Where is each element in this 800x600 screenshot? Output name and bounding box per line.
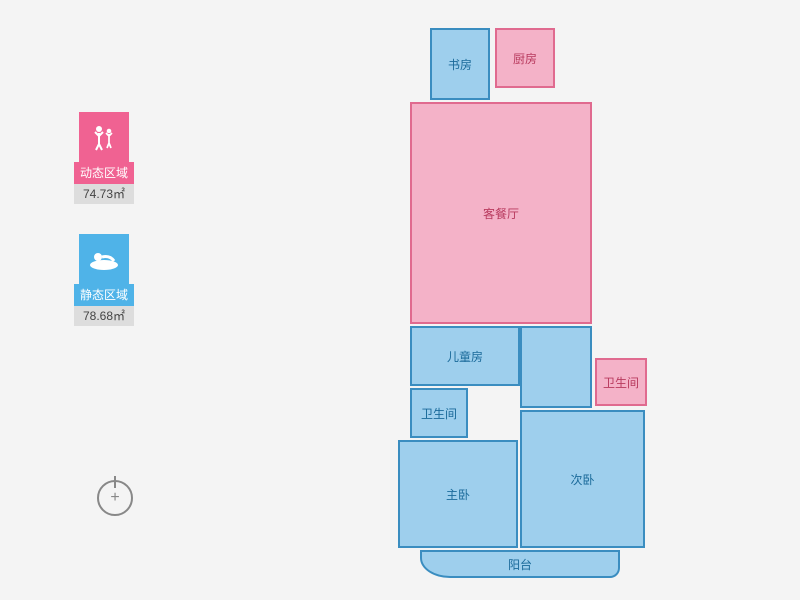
legend-dynamic: 动态区域 74.73㎡ xyxy=(74,112,134,204)
floorplan: 书房厨房客餐厅儿童房卫生间卫生间主卧次卧阳台 xyxy=(380,28,680,583)
room-bath2: 卫生间 xyxy=(595,358,647,406)
room-label-bath2: 卫生间 xyxy=(603,374,639,391)
room-kids: 儿童房 xyxy=(410,326,520,386)
room-label-second: 次卧 xyxy=(570,471,594,488)
room-label-living: 客餐厅 xyxy=(483,205,519,222)
room-label-kids: 儿童房 xyxy=(447,348,483,365)
legend-static: 静态区域 78.68㎡ xyxy=(74,234,134,326)
room-corridor xyxy=(520,326,592,408)
rest-icon xyxy=(79,234,129,284)
room-label-kitchen: 厨房 xyxy=(513,50,537,67)
room-kitchen: 厨房 xyxy=(495,28,555,88)
room-master: 主卧 xyxy=(398,440,518,548)
legend-static-value: 78.68㎡ xyxy=(74,306,134,326)
legend: 动态区域 74.73㎡ 静态区域 78.68㎡ xyxy=(74,112,134,356)
room-label-study: 书房 xyxy=(448,56,472,73)
room-label-master: 主卧 xyxy=(446,486,470,503)
room-second: 次卧 xyxy=(520,410,645,548)
compass-icon xyxy=(97,480,133,516)
room-label-bath1: 卫生间 xyxy=(421,405,457,422)
legend-dynamic-value: 74.73㎡ xyxy=(74,184,134,204)
room-label-balcony: 阳台 xyxy=(508,556,532,573)
room-bath1: 卫生间 xyxy=(410,388,468,438)
people-icon xyxy=(79,112,129,162)
room-study: 书房 xyxy=(430,28,490,100)
legend-static-title: 静态区域 xyxy=(74,284,134,306)
legend-dynamic-title: 动态区域 xyxy=(74,162,134,184)
room-living: 客餐厅 xyxy=(410,102,592,324)
room-balcony: 阳台 xyxy=(420,550,620,578)
